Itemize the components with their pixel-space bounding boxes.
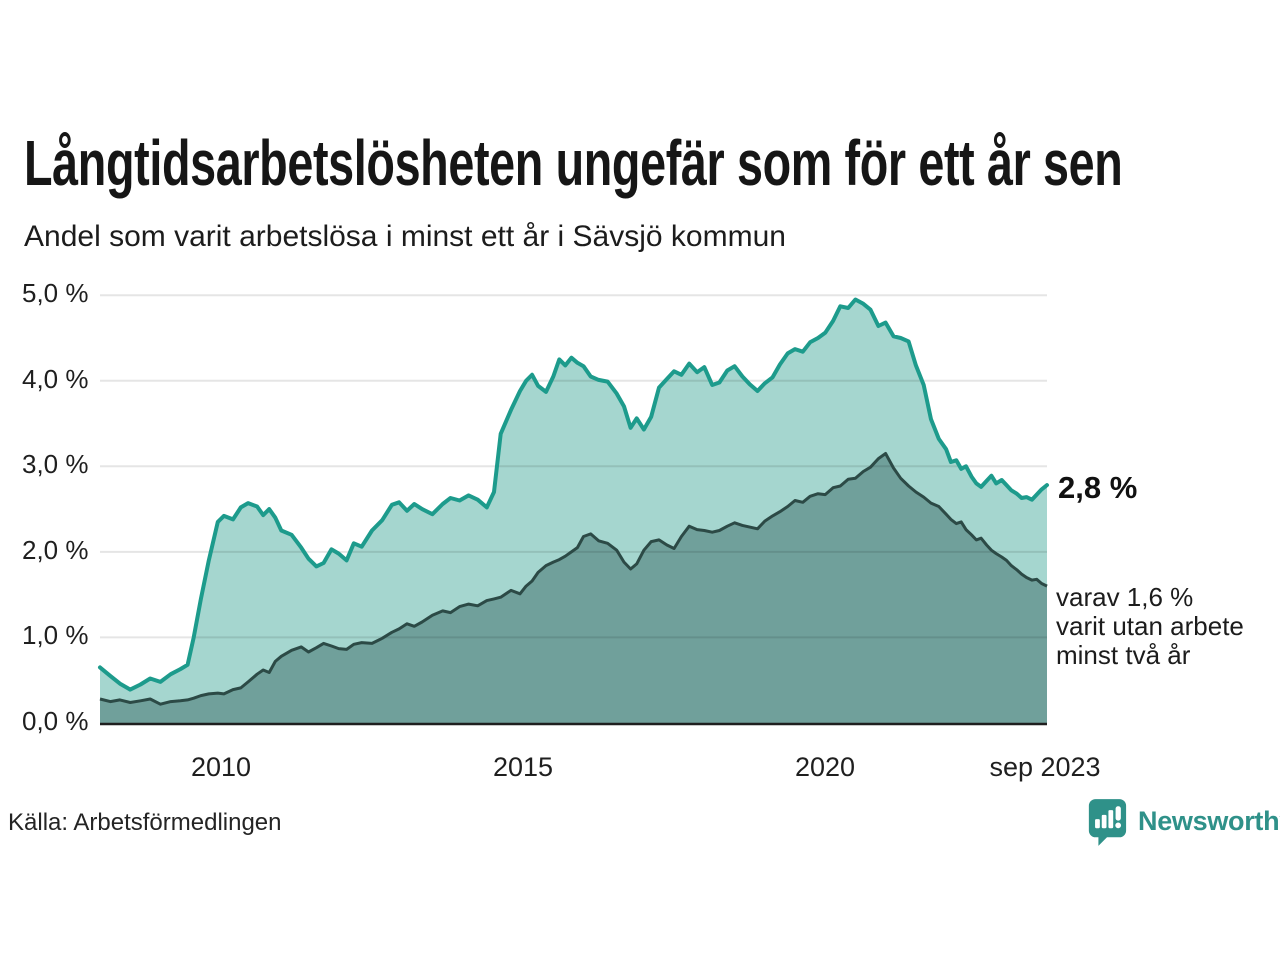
line-total-min-one-year — [98, 297, 1049, 692]
logo-exclamation-dot — [1115, 822, 1122, 829]
logo-bar-medium — [1101, 814, 1107, 829]
newsworthy-logo: Newsworthy — [1086, 797, 1280, 847]
line-min-two-years — [99, 452, 1048, 706]
two-plus-years-annotation: varav 1,6 % varit utan arbete minst två … — [1056, 583, 1244, 670]
source-credit: Källa: Arbetsförmedlingen — [8, 809, 282, 836]
logo-bar-small — [1095, 819, 1100, 829]
area-min-two-years — [100, 453, 1047, 723]
newsworthy-logo-icon — [1088, 799, 1127, 846]
latest-total-annotation: 2,8 % — [1058, 470, 1138, 505]
annotation-line: minst två år — [1056, 640, 1191, 670]
logo-exclamation-bar — [1115, 806, 1121, 821]
logo-bar-tall — [1108, 810, 1114, 829]
page-title: Långtidsarbetslösheten ungefär som för e… — [24, 127, 1123, 199]
chart-subtitle: Andel som varit arbetslösa i minst ett å… — [24, 220, 786, 253]
annotation-line: varav 1,6 % — [1056, 582, 1194, 612]
annotation-line: varit utan arbete — [1056, 611, 1244, 641]
brand-wordmark: Newsworthy — [1138, 806, 1280, 836]
